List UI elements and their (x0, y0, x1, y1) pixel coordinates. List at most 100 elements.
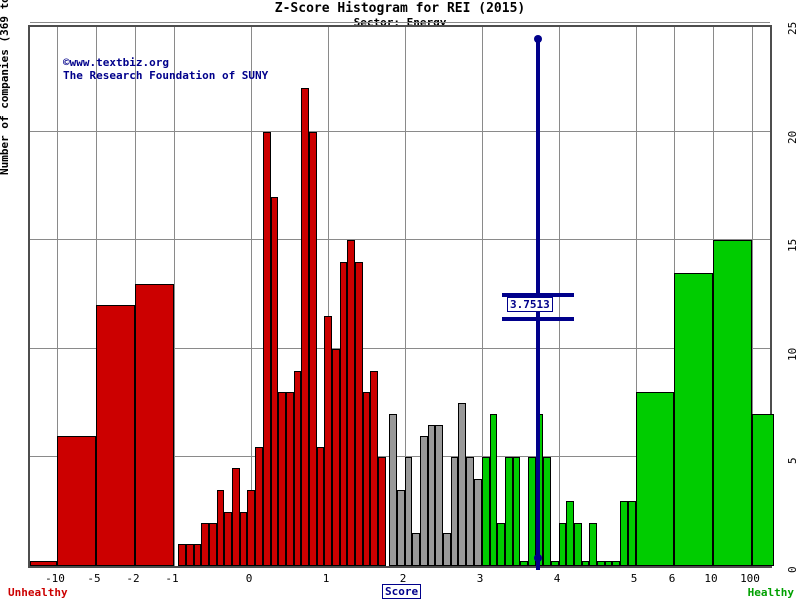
marker-bottom-dot (534, 554, 542, 562)
y-tick-25: 25 (786, 21, 799, 35)
histogram-bar (528, 457, 536, 566)
histogram-bar (340, 261, 347, 566)
histogram-bar (186, 544, 194, 566)
histogram-bar (713, 240, 752, 566)
histogram-bar (286, 392, 294, 566)
gridline-y-20 (30, 130, 770, 132)
histogram-bar (474, 479, 482, 566)
histogram-bar (135, 283, 174, 566)
histogram-bar (347, 240, 355, 566)
histogram-bar (620, 500, 628, 566)
x-tick-10: 10 (704, 572, 718, 585)
gridline-y-5 (30, 456, 770, 458)
x-tick--5: -5 (87, 572, 101, 585)
gridline-x--5 (96, 27, 97, 566)
histogram-bar (309, 131, 317, 566)
histogram-bar (370, 370, 378, 566)
histogram-bar (505, 457, 513, 566)
healthy-label: Healthy (747, 586, 794, 599)
histogram-bar (551, 560, 559, 566)
x-tick-100: 100 (740, 572, 760, 585)
histogram-bar (597, 560, 605, 566)
marker-top-dot (534, 35, 542, 43)
histogram-bar (363, 392, 370, 566)
histogram-bar (412, 533, 420, 566)
y-tick-5: 5 (786, 457, 799, 465)
histogram-bar (389, 413, 397, 566)
histogram-bar (513, 457, 520, 566)
copyright-notice: ©www.textbiz.org The Research Foundation… (63, 56, 268, 82)
histogram-bar (255, 446, 263, 566)
histogram-bar (490, 413, 497, 566)
x-tick-6: 6 (668, 572, 676, 585)
histogram-bar (96, 305, 135, 566)
plot-area: 3.7513 ©www.textbiz.org The Research Fou… (28, 22, 774, 570)
histogram-bar (301, 88, 309, 566)
gridline-y-10 (30, 347, 770, 349)
histogram-bars (30, 27, 774, 566)
marker-bracket (502, 293, 574, 297)
histogram-bar (520, 560, 528, 566)
histogram-bar (232, 468, 240, 566)
histogram-bar (466, 457, 474, 566)
histogram-bar (247, 489, 255, 566)
y-tick-15: 15 (786, 238, 799, 253)
histogram-bar (674, 272, 713, 566)
gridline-x-2 (405, 27, 406, 566)
histogram-bar (574, 522, 582, 566)
histogram-bar (443, 533, 451, 566)
histogram-bar (397, 489, 405, 566)
histogram-bar (589, 522, 597, 566)
gridline-y-15 (30, 239, 770, 241)
page-title: Z-Score Histogram for REI (2015) (274, 1, 526, 16)
histogram-bar (57, 435, 96, 566)
credit-line-2: The Research Foundation of SUNY (63, 69, 269, 82)
y-tick-10: 10 (786, 347, 799, 361)
histogram-bar (355, 261, 363, 566)
histogram-bar (201, 522, 209, 566)
x-tick--10: -10 (45, 572, 65, 585)
gridline-y-25 (30, 22, 770, 23)
histogram-bar (559, 522, 566, 566)
credit-line-1: ©www.textbiz.org (63, 56, 169, 69)
x-tick-3: 3 (476, 572, 484, 585)
histogram-bar (278, 392, 286, 566)
histogram-bar (458, 403, 466, 566)
histogram-bar (636, 392, 674, 566)
marker-value-label: 3.7513 (507, 297, 553, 312)
histogram-bar (217, 489, 224, 566)
histogram-bar (612, 560, 620, 566)
x-tick--1: -1 (165, 572, 179, 585)
marker-bracket (502, 317, 574, 321)
unhealthy-label: Unhealthy (8, 586, 68, 599)
gridline-x-100 (752, 27, 753, 566)
gridline-x-3 (482, 27, 483, 566)
histogram-bar (294, 370, 301, 566)
histogram-bar (543, 457, 551, 566)
histogram-bar (224, 511, 232, 566)
histogram-bar (582, 560, 589, 566)
histogram-bar (194, 544, 201, 566)
gridline-x-1 (328, 27, 329, 566)
histogram-bar (497, 522, 505, 566)
histogram-bar (451, 457, 458, 566)
x-tick-2: 2 (399, 572, 407, 585)
histogram-bar (378, 457, 386, 566)
gridline-x--10 (57, 27, 58, 566)
histogram-bar (482, 457, 490, 566)
x-tick-4: 4 (553, 572, 561, 585)
histogram-bar (30, 560, 57, 566)
histogram-bar (271, 196, 278, 566)
histogram-bar (752, 413, 774, 566)
x-tick-5: 5 (630, 572, 638, 585)
gridline-x-0 (251, 27, 252, 566)
y-tick-0: 0 (786, 566, 799, 573)
histogram-bar (209, 522, 217, 566)
histogram-bar (405, 457, 412, 566)
histogram-bar (605, 560, 612, 566)
histogram-bar (263, 131, 271, 566)
gridline-x--1 (174, 27, 175, 566)
histogram-bar (332, 348, 340, 566)
x-tick-1: 1 (322, 572, 330, 585)
x-axis-label: Score (382, 584, 422, 599)
